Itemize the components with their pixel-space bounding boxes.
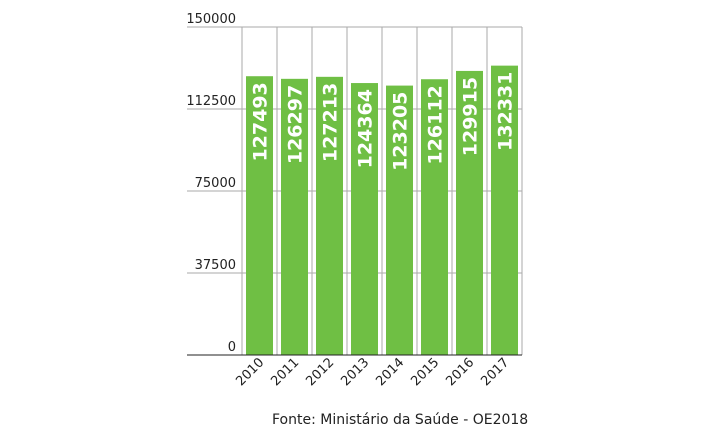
bar xyxy=(456,70,483,356)
y-tick-label: 37500 xyxy=(195,258,236,273)
y-tick-label: 112500 xyxy=(186,94,236,109)
y-tick-label: 150000 xyxy=(186,12,236,27)
bar-value-label: 129915 xyxy=(460,77,482,156)
bar-value-label: 132331 xyxy=(495,72,517,151)
gridlines xyxy=(187,26,523,355)
bar xyxy=(386,85,413,355)
x-tick-label: 2013 xyxy=(338,355,372,389)
bar-value-label: 126297 xyxy=(285,85,307,164)
bar-value-label: 127213 xyxy=(320,83,342,162)
x-tick-label: 2011 xyxy=(268,355,302,389)
bar xyxy=(421,79,448,355)
x-tick-label: 2015 xyxy=(408,355,442,389)
bar xyxy=(246,76,273,356)
x-tick-label: 2010 xyxy=(233,355,267,389)
y-tick-label: 0 xyxy=(228,340,236,355)
x-tick-label: 2017 xyxy=(478,355,512,389)
source-note: Fonte: Ministário da Saúde - OE2018 xyxy=(272,412,529,428)
y-tick-label: 75000 xyxy=(195,176,236,191)
bar xyxy=(491,65,518,355)
x-tick-label: 2016 xyxy=(443,355,477,389)
bar-value-label: 127493 xyxy=(250,82,272,161)
x-tick-label: 2014 xyxy=(373,355,407,389)
bar-value-label: 123205 xyxy=(390,92,412,171)
x-tick-label: 2012 xyxy=(303,355,337,389)
bar-value-label: 124364 xyxy=(355,89,377,168)
bar xyxy=(281,78,308,355)
bar xyxy=(351,83,378,356)
bars: 127493 126297 127213 124364 123205 126112 1299… xyxy=(246,65,518,356)
bar-value-label: 126112 xyxy=(425,85,447,164)
bar xyxy=(316,76,343,355)
